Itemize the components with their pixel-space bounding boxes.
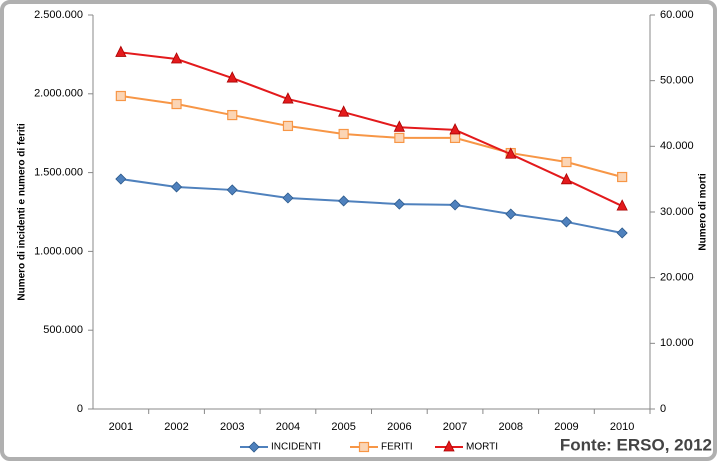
x-tick-label: 2006 — [387, 421, 411, 433]
marker — [226, 71, 238, 83]
marker — [338, 105, 350, 117]
x-tick-label: 2007 — [443, 421, 467, 433]
y2-tick-label: 30.000 — [660, 206, 694, 218]
marker — [227, 109, 238, 121]
marker — [560, 172, 573, 185]
marker — [616, 199, 628, 211]
x-tick-label: 2005 — [331, 421, 355, 433]
y-axis-title: Numero di incidenti e numero di feriti — [17, 123, 28, 300]
marker — [560, 216, 573, 228]
y-tick-label: 1.000.000 — [34, 245, 83, 257]
x-tick-label: 2010 — [610, 421, 634, 433]
marker — [561, 156, 572, 168]
marker — [449, 132, 461, 144]
legend-label: MORTI — [466, 442, 498, 453]
marker — [226, 184, 238, 196]
marker — [393, 198, 405, 210]
marker — [449, 199, 461, 211]
marker — [358, 441, 370, 453]
marker — [505, 147, 517, 159]
marker — [248, 441, 260, 453]
marker — [338, 195, 350, 207]
y2-tick-label: 40.000 — [660, 140, 694, 152]
x-tick-label: 2004 — [276, 421, 300, 433]
marker — [282, 192, 294, 204]
y-tick-label: 2.000.000 — [34, 88, 83, 100]
source-note: Fonte: ERSO, 2012 — [560, 435, 712, 454]
y-tick-label: 500.000 — [43, 324, 83, 336]
marker — [505, 208, 517, 220]
marker — [449, 123, 461, 135]
x-tick-label: 2003 — [220, 421, 244, 433]
y2-tick-label: 60.000 — [660, 9, 694, 21]
x-tick-label: 2008 — [499, 421, 523, 433]
marker — [171, 98, 182, 110]
marker — [616, 227, 628, 239]
series-line — [120, 178, 623, 234]
y2-tick-label: 20.000 — [660, 272, 694, 284]
x-tick-label: 2001 — [109, 421, 133, 433]
x-tick-label: 2002 — [164, 421, 188, 433]
marker — [170, 52, 183, 64]
y2-tick-label: 10.000 — [660, 337, 694, 349]
y-tick-label: 0 — [77, 403, 83, 415]
marker — [393, 120, 405, 132]
y-tick-label: 1.500.000 — [34, 167, 83, 179]
marker — [443, 440, 455, 452]
y2-tick-label: 50.000 — [660, 75, 694, 87]
marker — [394, 132, 405, 144]
legend-label: FERITI — [381, 442, 413, 453]
series-line — [120, 51, 623, 207]
marker — [282, 92, 294, 104]
x-tick-label: 2009 — [554, 421, 578, 433]
marker — [338, 128, 349, 140]
y2-tick-label: 0 — [660, 403, 666, 415]
marker — [170, 181, 183, 193]
y-tick-label: 2.500.000 — [34, 9, 83, 21]
marker — [617, 171, 628, 183]
marker — [115, 45, 127, 57]
legend-label: INCIDENTI — [271, 442, 321, 453]
marker — [282, 120, 294, 132]
marker — [115, 90, 126, 102]
marker — [115, 173, 127, 185]
y2-axis-title: Numero di morti — [698, 173, 709, 250]
series-line — [120, 95, 623, 178]
